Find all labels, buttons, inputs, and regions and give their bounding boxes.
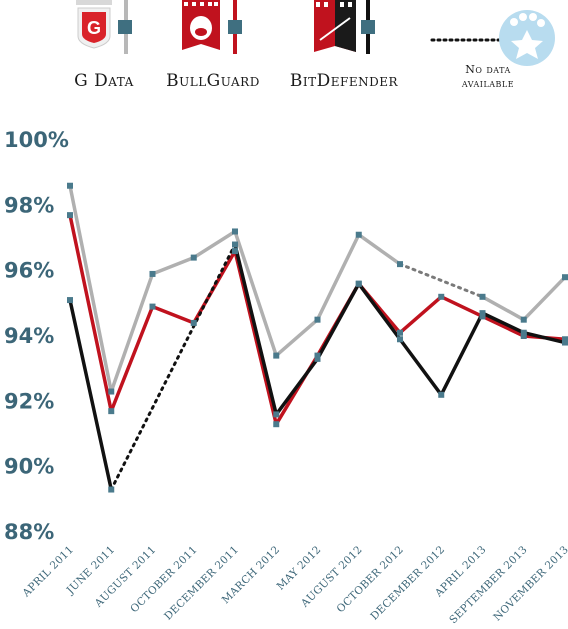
series-line-segment [480,295,526,322]
data-point [149,303,156,310]
series-line-segment [274,357,320,417]
data-point [562,339,568,346]
series-line-segment [315,232,361,322]
series-line-segment [398,262,484,299]
data-point [190,254,197,261]
data-point [232,248,238,255]
data-point [355,280,362,287]
data-point [520,316,527,323]
data-point [397,329,403,336]
series-line-segment [398,295,443,335]
x-tick-label: DECEMBER 2011 [162,544,241,623]
series-line-segment [192,229,237,260]
x-tick-label: DECEMBER 2012 [368,544,447,623]
series-line-segment [522,330,567,345]
series-line-segment [357,232,402,266]
series-line-segment [439,311,485,397]
data-point [273,421,280,428]
data-point [520,329,527,336]
legend-no-data-line1: No data [465,63,511,76]
paw-star-icon [499,10,555,66]
series-line-segment [68,183,113,394]
data-point [232,241,238,248]
data-point [438,391,445,398]
data-point [355,231,362,238]
series-line-segment [68,213,113,413]
series-markers [67,182,568,493]
y-tick-label: 100% [4,128,69,152]
data-point [232,228,238,235]
y-tick-label: 92% [4,389,54,413]
series-line-segment [274,317,320,358]
legend-label-bullguard: BullGuard [166,71,260,91]
data-point [67,212,73,219]
data-point [479,293,486,300]
svg-text:G: G [87,18,101,38]
data-point [479,313,486,320]
legend: G [74,0,555,91]
x-tick-label: SEPTEMBER 2013 [447,544,530,627]
bitdefender-logo-icon [314,0,375,54]
series-line-segment [522,275,567,322]
data-point [314,352,321,359]
data-point [67,297,73,304]
y-tick-label: 98% [4,193,54,217]
legend-label-g-data: G Data [74,71,134,91]
data-point [438,293,445,300]
data-point [562,274,568,281]
y-tick-label: 94% [4,324,54,348]
data-point [149,270,156,277]
series-line-segment [357,281,402,342]
data-point [273,352,280,359]
data-point [314,355,321,362]
series-line-segment [439,295,485,319]
data-point [520,333,527,339]
series-line-segment [233,229,278,358]
data-point [108,388,115,395]
data-point [314,316,321,323]
series-line-segment [480,314,526,338]
g-data-logo-icon: G [76,0,132,54]
series-line-segment [315,281,361,361]
data-point [67,182,73,189]
series-line-segment [233,242,278,417]
x-tick-label: NOVEMBER 2013 [491,544,568,624]
series-line-segment [109,272,155,394]
legend-no-data-line2: available [461,77,514,90]
data-point [397,261,403,268]
series-line-segment [480,311,526,335]
series-line-segment [68,298,113,492]
series-lines [68,183,567,492]
y-tick-label: 90% [4,455,54,479]
series-line-segment [150,255,196,276]
legend-label-bitdefender: BitDefender [290,71,399,91]
series-line-segment [109,304,155,413]
data-point [190,319,197,326]
data-point [273,411,280,418]
y-tick-label: 88% [4,520,54,544]
series-line-segment [398,337,443,397]
data-point [108,408,115,415]
y-axis: 100% 98% 96% 94% 92% 90% 88% [4,128,69,544]
series-line-segment [150,304,196,325]
bullguard-logo-icon [182,0,242,54]
data-point [397,336,403,343]
data-point [108,486,115,493]
data-point [562,336,568,343]
data-point [479,310,486,317]
y-tick-label: 96% [4,259,54,283]
